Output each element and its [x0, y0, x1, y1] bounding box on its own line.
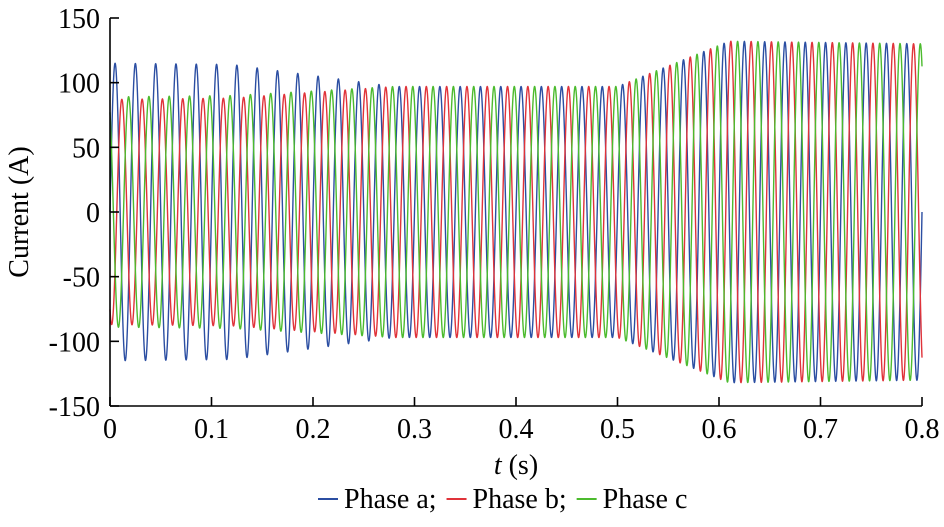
y-axis-label: Current (A) — [4, 146, 35, 277]
x-tick-label: 0.7 — [803, 414, 838, 445]
series-line-phase-b — [109, 40, 923, 384]
x-tick-label: 0.5 — [600, 414, 635, 445]
y-tick-label: 0 — [86, 198, 100, 229]
x-axis-unit: (s) — [502, 450, 539, 481]
legend-label: Phase c — [603, 484, 688, 515]
legend-item: Phase b; — [446, 484, 567, 515]
waveform-series-group — [109, 40, 923, 384]
y-tick-label: 100 — [58, 69, 100, 100]
x-tick-label: 0.4 — [499, 414, 534, 445]
x-tick-label: 0 — [103, 414, 117, 445]
y-tick-label: 150 — [58, 4, 100, 35]
x-tick-labels: 0 0.1 0.2 0.3 0.4 0.5 0.6 0.7 0.8 — [103, 414, 940, 445]
x-tick-label: 0.1 — [194, 414, 229, 445]
legend-item: Phase c — [576, 484, 688, 515]
x-axis-variable: t — [494, 450, 503, 481]
x-tick-label: 0.2 — [296, 414, 331, 445]
x-axis-label: t (s) — [494, 450, 538, 481]
legend: Phase a; Phase b; Phase c — [318, 484, 687, 515]
y-tick-label: -100 — [49, 327, 100, 358]
x-tick-label: 0.6 — [702, 414, 737, 445]
series-line-phase-c — [109, 40, 923, 384]
x-tick-label: 0.3 — [397, 414, 432, 445]
y-tick-label: 50 — [72, 133, 100, 164]
y-tick-label: -150 — [49, 392, 100, 423]
x-tick-label: 0.8 — [905, 414, 940, 445]
y-tick-label: -50 — [63, 263, 100, 294]
legend-label: Phase b; — [473, 484, 567, 515]
series-line-phase-a — [109, 40, 923, 384]
y-tick-labels: -150 -100 -50 0 50 100 150 — [49, 4, 100, 423]
legend-item: Phase a; — [318, 484, 437, 515]
ticks — [109, 17, 923, 407]
legend-label: Phase a; — [344, 484, 437, 515]
